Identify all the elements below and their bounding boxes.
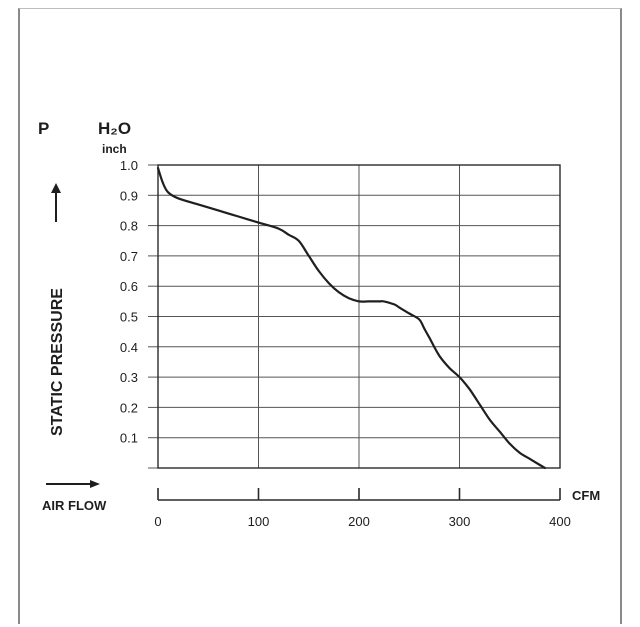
x-tick-label: 100 — [248, 514, 270, 529]
y-tick-label: 0.2 — [120, 400, 138, 415]
y-tick-label: 0.7 — [120, 249, 138, 264]
y-tick-label: 0.3 — [120, 370, 138, 385]
x-tick-label: 200 — [348, 514, 370, 529]
x-axis-arrow-icon — [46, 480, 100, 488]
axes — [148, 164, 561, 501]
plot-border — [157, 164, 561, 469]
series-layer — [156, 166, 546, 470]
y-tick-label: 0.5 — [120, 310, 138, 325]
y-tick-label: 0.8 — [120, 219, 138, 234]
x-tick-label: 400 — [549, 514, 571, 529]
unit-sublabel: inch — [102, 142, 127, 156]
unit-label: H₂O — [98, 119, 131, 138]
pressure-symbol: P — [38, 119, 49, 138]
series-line-0 — [156, 166, 546, 470]
y-tick-label: 0.1 — [120, 431, 138, 446]
y-tick-label: 0.6 — [120, 279, 138, 294]
y-tick-labels: 0.1 0.2 0.3 0.4 0.5 0.6 0.7 0.8 0.9 1.0 — [120, 158, 138, 446]
x-unit-label: CFM — [572, 488, 600, 503]
y-tick-label: 0.9 — [120, 188, 138, 203]
x-tick-label: 0 — [154, 514, 161, 529]
x-axis-label: AIR FLOW — [42, 498, 107, 513]
y-tick-label: 1.0 — [120, 158, 138, 173]
y-axis-label: STATIC PRESSURE — [49, 288, 66, 436]
y-tick-label: 0.4 — [120, 340, 138, 355]
x-tick-label: 300 — [449, 514, 471, 529]
x-tick-labels: 0 100 200 300 400 — [154, 514, 570, 529]
figure-frame — [18, 8, 622, 624]
y-axis-arrow-icon — [51, 183, 61, 222]
